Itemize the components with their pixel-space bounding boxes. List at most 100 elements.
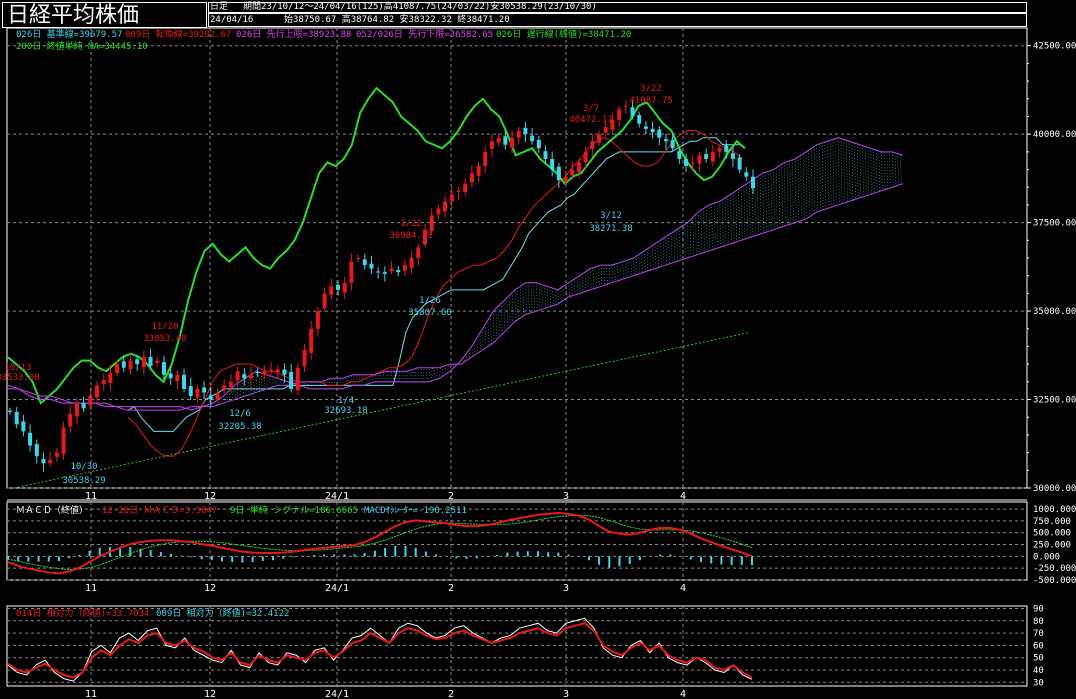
kumo-hatch <box>730 194 732 244</box>
annotation-date: 12/6 <box>229 409 251 419</box>
kumo-hatch <box>630 258 633 277</box>
candle-body <box>248 374 253 379</box>
kumo-hatch <box>158 406 161 411</box>
kumo-hatch <box>881 151 883 191</box>
kumo-hatch <box>749 181 751 238</box>
candle-body <box>402 265 407 271</box>
kumo-hatch <box>517 288 519 320</box>
kumo-hatch <box>258 372 261 392</box>
kumo-hatch <box>611 265 614 283</box>
candle-body <box>356 258 361 259</box>
kumo-hatch <box>333 378 336 389</box>
candles <box>8 99 755 472</box>
x-tick-label-main: 12 <box>204 491 216 502</box>
candle-body <box>21 421 26 432</box>
kumo-hatch <box>670 233 673 264</box>
candle-body <box>175 374 180 382</box>
candle-body <box>503 136 508 145</box>
kumo-hatch <box>608 265 611 284</box>
kumo-hatch <box>703 208 705 253</box>
candle-body <box>583 151 588 163</box>
kumo-hatch <box>492 311 495 343</box>
kumo-hatch <box>727 196 730 245</box>
macd-legend-line: 12-26日 ＭＡＣＤ=3.5847 <box>102 506 218 516</box>
kumo-hatch <box>390 371 393 382</box>
kumo-hatch <box>625 260 627 279</box>
candle-body <box>456 190 461 192</box>
chikou-line <box>7 86 746 405</box>
candle-body <box>161 362 166 375</box>
kumo-hatch <box>614 264 616 282</box>
kumo-hatch <box>778 165 781 228</box>
candle-body <box>469 173 474 183</box>
kumo-hatch <box>889 151 891 189</box>
kumo-hatch <box>897 153 899 186</box>
x-tick-label-rsi: 3 <box>563 689 569 699</box>
candle-body <box>215 392 220 400</box>
kumo-hatch <box>557 289 560 305</box>
kumo-hatch <box>279 379 282 386</box>
kumo-hatch <box>177 406 180 411</box>
kumo-hatch <box>649 247 651 271</box>
candle-body <box>289 371 294 389</box>
kumo-hatch <box>274 377 277 387</box>
kumo-hatch <box>247 376 250 396</box>
candle-body <box>710 151 715 162</box>
kumo-hatch <box>705 206 708 252</box>
legend-tenkan: 009日 転換線=39282.67 <box>125 30 232 40</box>
candle-body <box>202 387 207 393</box>
kumo-hatch <box>684 224 686 259</box>
kumo-hatch <box>42 395 45 400</box>
kumo-hatch <box>751 180 754 237</box>
candle-body <box>275 369 280 373</box>
candle-body <box>235 371 240 381</box>
kumo-hatch <box>767 171 770 232</box>
kumo-hatch <box>546 286 549 308</box>
kumo-hatch <box>220 397 223 405</box>
kumo-hatch <box>600 265 603 287</box>
kumo-hatch <box>668 234 670 265</box>
kumo-hatch <box>673 231 676 263</box>
candle-body <box>463 183 468 193</box>
kumo-hatch <box>126 406 128 411</box>
kumo-hatch <box>883 151 886 190</box>
candle-body <box>88 396 93 406</box>
kumo-hatch <box>665 236 668 266</box>
kumo-hatch <box>619 262 622 281</box>
period-stats: 期間23/10/12～24/04/16(125)高41087.75(24/03/… <box>243 2 597 12</box>
rsi9-line <box>7 617 753 682</box>
x-tick-label-rsi: 2 <box>448 689 454 699</box>
y-tick-label-main: 30000.00 <box>1033 484 1076 494</box>
kumo-hatch <box>487 319 490 347</box>
y-tick-label-macd: -250.000 <box>1033 564 1076 574</box>
candle-body <box>335 284 340 290</box>
y-tick-label-rsi: 80 <box>1033 617 1044 627</box>
kumo-hatch <box>856 143 859 199</box>
legend-senkou-b: 052/026日 先行下限=36582.65 <box>356 30 494 40</box>
kumo-hatch <box>678 227 681 261</box>
kumo-hatch <box>172 406 174 411</box>
annotation-value: 30538.29 <box>62 476 105 486</box>
candle-body <box>737 157 742 170</box>
kumo-hatch <box>870 148 872 195</box>
legend-chikou: 026日 遅行線(終値)=38471.20 <box>496 30 632 40</box>
kumo-hatch <box>746 183 748 239</box>
candle-body <box>369 263 374 269</box>
kumo-hatch <box>447 365 449 374</box>
kumo-hatch <box>465 353 468 361</box>
kumo-hatch <box>722 199 724 247</box>
kumo-hatch <box>560 288 562 303</box>
kumo-hatch <box>511 292 514 325</box>
kumo-hatch <box>900 154 902 185</box>
kumo-hatch <box>838 137 840 205</box>
candle-body <box>730 153 735 159</box>
kumo-hatch <box>598 265 600 288</box>
candle-body <box>228 381 233 387</box>
kumo-hatch <box>217 399 220 405</box>
kumo-hatch <box>271 376 274 388</box>
candle-body <box>48 459 53 464</box>
x-tick-label-macd: 3 <box>563 583 569 594</box>
candle-body <box>476 166 481 176</box>
candle-body <box>543 151 548 159</box>
annotation-date: 1/22 <box>400 219 422 229</box>
